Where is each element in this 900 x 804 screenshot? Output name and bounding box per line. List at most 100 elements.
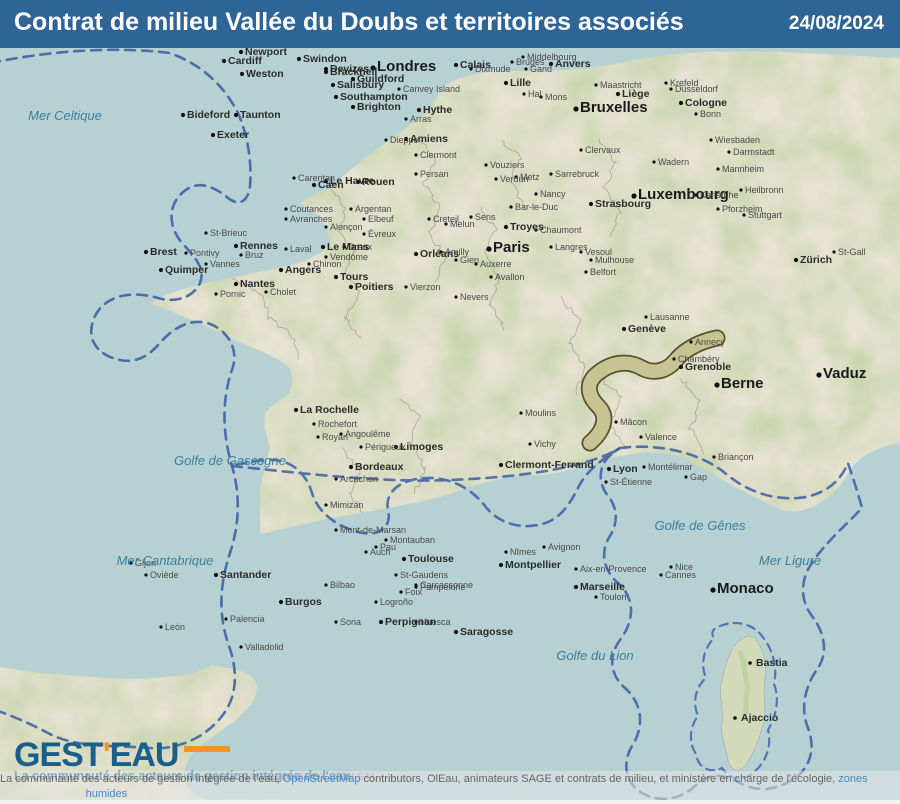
svg-text:Anvers: Anvers [555,58,591,70]
svg-text:Santander: Santander [220,569,271,581]
svg-text:Lausanne: Lausanne [650,312,690,322]
svg-text:Canvey Island: Canvey Island [403,84,460,94]
svg-text:Évreux: Évreux [368,229,397,239]
svg-text:Alençon: Alençon [330,222,363,232]
svg-text:Palencia: Palencia [230,614,265,624]
svg-text:Paris: Paris [493,239,530,256]
svg-text:Rouen: Rouen [362,176,395,188]
svg-text:Arras: Arras [410,114,432,124]
svg-text:Clermont-Ferrand: Clermont-Ferrand [505,459,594,471]
svg-text:Bilbao: Bilbao [330,580,355,590]
svg-text:Persan: Persan [420,169,449,179]
svg-text:Heilbronn: Heilbronn [745,185,784,195]
svg-text:Carentan: Carentan [298,173,335,183]
svg-text:Berne: Berne [721,375,764,392]
svg-text:Nîmes: Nîmes [510,547,537,557]
svg-text:Limoges: Limoges [400,441,443,453]
svg-text:St-Gaudens: St-Gaudens [400,570,449,580]
svg-text:Mons: Mons [545,92,568,102]
svg-text:St-Gall: St-Gall [838,247,866,257]
svg-text:Dieppe: Dieppe [390,135,419,145]
svg-text:Brest: Brest [150,246,177,258]
svg-text:Vierzon: Vierzon [410,282,440,292]
svg-text:Zürich: Zürich [800,254,832,266]
svg-text:Cholet: Cholet [270,287,297,297]
svg-text:Dixmude: Dixmude [475,64,511,74]
svg-text:Nancy: Nancy [540,189,566,199]
svg-text:Monaco: Monaco [717,580,774,597]
svg-text:Saragosse: Saragosse [460,626,513,638]
svg-text:Bruxelles: Bruxelles [580,99,648,116]
svg-text:Toulon: Toulon [600,592,627,602]
svg-text:Mer Cantabrique: Mer Cantabrique [117,553,214,568]
svg-text:Nevers: Nevers [460,292,489,302]
svg-text:Lyon: Lyon [613,463,638,475]
svg-text:Huesca: Huesca [420,617,451,627]
svg-text:Pornic: Pornic [220,289,246,299]
svg-text:Hal: Hal [528,89,542,99]
svg-text:Rochefort: Rochefort [318,419,358,429]
svg-text:Burgos: Burgos [285,596,322,608]
svg-text:Bar-le-Duc: Bar-le-Duc [515,202,559,212]
svg-text:Bideford: Bideford [187,109,230,121]
svg-text:Mer Ligure: Mer Ligure [759,553,821,568]
svg-text:Golfe du Lion: Golfe du Lion [556,648,633,663]
svg-text:Brighton: Brighton [357,101,401,113]
svg-text:Bonn: Bonn [700,109,721,119]
svg-text:Bruz: Bruz [245,250,264,260]
svg-text:Avallon: Avallon [495,272,524,282]
svg-text:Valladolid: Valladolid [245,642,283,652]
svg-text:Logroño: Logroño [380,597,413,607]
svg-text:Montélimar: Montélimar [648,462,693,472]
svg-text:Nice: Nice [675,562,693,572]
svg-text:Arcachon: Arcachon [340,474,378,484]
svg-text:Clermont: Clermont [420,150,457,160]
svg-text:Montauban: Montauban [390,535,435,545]
svg-text:Briançon: Briançon [718,452,754,462]
svg-text:Sens: Sens [475,212,496,222]
svg-text:Strasbourg: Strasbourg [595,198,651,210]
svg-text:Quimper: Quimper [165,264,208,276]
svg-text:Wiesbaden: Wiesbaden [715,135,760,145]
svg-text:St-Étienne: St-Étienne [610,477,652,487]
svg-text:Belfort: Belfort [590,267,617,277]
svg-text:Valence: Valence [645,432,677,442]
svg-text:Mâcon: Mâcon [620,417,647,427]
svg-text:Newport: Newport [245,48,288,58]
svg-text:Avignon: Avignon [548,542,580,552]
svg-text:Cologne: Cologne [685,97,727,109]
svg-text:Bastia: Bastia [756,657,788,669]
svg-text:Exeter: Exeter [217,129,249,141]
svg-text:Taunton: Taunton [240,109,281,121]
svg-text:Düsseldorf: Düsseldorf [675,84,719,94]
svg-text:Bordeaux: Bordeaux [355,461,404,473]
svg-text:Clervaux: Clervaux [585,145,621,155]
svg-text:Lille: Lille [510,77,531,89]
svg-text:Metz: Metz [520,172,540,182]
svg-text:Vichy: Vichy [534,439,556,449]
svg-text:Mont-de-Marsan: Mont-de-Marsan [340,525,406,535]
svg-text:St-Brieuc: St-Brieuc [210,228,248,238]
svg-text:Pampelune: Pampelune [420,582,466,592]
svg-text:Langres: Langres [555,242,588,252]
svg-text:Montpellier: Montpellier [505,559,561,571]
svg-text:Moulins: Moulins [525,408,557,418]
svg-text:Golfe de Gascogne: Golfe de Gascogne [174,453,286,468]
svg-text:León: León [165,622,185,632]
svg-text:Coutances: Coutances [290,204,334,214]
svg-text:Golfe de Gênes: Golfe de Gênes [654,518,746,533]
svg-text:Elbeuf: Elbeuf [368,214,394,224]
svg-text:Aix-en-Provence: Aix-en-Provence [580,564,647,574]
svg-text:Weston: Weston [246,68,284,80]
svg-text:Vannes: Vannes [210,259,240,269]
svg-text:Argentan: Argentan [355,204,392,214]
svg-text:Mannheim: Mannheim [722,164,764,174]
svg-text:Sarrebruck: Sarrebruck [555,169,600,179]
svg-text:Vesoul: Vesoul [585,247,612,257]
svg-text:Angoulême: Angoulême [345,429,391,439]
svg-text:Auxerre: Auxerre [480,259,512,269]
svg-text:Toulouse: Toulouse [408,553,454,565]
svg-text:Grenoble: Grenoble [685,361,731,373]
svg-text:Darmstadt: Darmstadt [733,147,775,157]
svg-text:Laval: Laval [290,244,312,254]
